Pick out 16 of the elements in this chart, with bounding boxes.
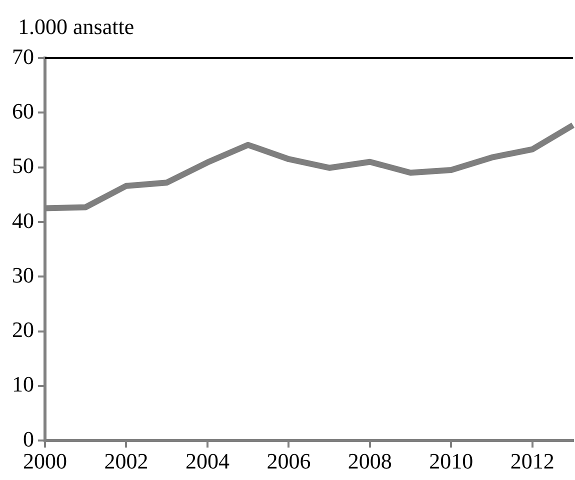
x-tick-label: 2000 [23, 448, 67, 474]
y-tick-label: 40 [12, 208, 34, 233]
x-tick-label: 2012 [510, 448, 554, 474]
y-tick-label: 60 [12, 98, 34, 124]
x-tick-label: 2008 [348, 448, 392, 474]
y-tick-label: 10 [12, 372, 34, 397]
y-tick-label: 0 [23, 426, 34, 452]
y-tick-label: 30 [12, 262, 34, 288]
x-tick-label: 2004 [185, 448, 230, 474]
y-axis-title: 1.000 ansatte [18, 14, 134, 40]
x-tick-label: 2006 [266, 448, 311, 474]
y-tick-label: 70 [12, 44, 34, 69]
x-tick-label: 2002 [104, 448, 148, 474]
y-tick-label: 20 [12, 317, 34, 342]
x-tick-label: 2010 [429, 448, 474, 474]
y-tick-label: 50 [12, 153, 34, 178]
